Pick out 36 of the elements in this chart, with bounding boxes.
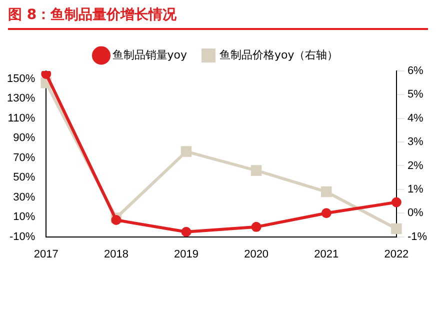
legend-label: 鱼制品销量yoy bbox=[112, 48, 188, 62]
point bbox=[320, 186, 332, 198]
x-tick-label: 2021 bbox=[314, 248, 339, 260]
y-tick-label: 70% bbox=[13, 152, 36, 164]
y2-tick-label: 0% bbox=[407, 207, 424, 220]
y2-tick-label: -1% bbox=[407, 230, 428, 243]
y-tick-label: 110% bbox=[8, 112, 36, 124]
chart-title: 图 8：鱼制品量价增长情况 bbox=[8, 6, 428, 30]
y2-tick-label: 5% bbox=[407, 88, 424, 101]
point bbox=[181, 226, 192, 237]
legend-label: 鱼制品价格yoy（右轴） bbox=[220, 48, 338, 62]
y2-tick-label: 6% bbox=[407, 65, 424, 78]
y-tick-label: 30% bbox=[13, 191, 36, 204]
y-tick-label: 130% bbox=[6, 92, 36, 105]
x-tick-label: 2017 bbox=[34, 248, 58, 260]
point bbox=[391, 197, 402, 208]
y-tick-label: 10% bbox=[13, 211, 36, 224]
point bbox=[251, 222, 262, 232]
y-tick-label: 90% bbox=[13, 132, 36, 144]
y2-tick-label: 1% bbox=[407, 183, 424, 196]
point bbox=[180, 146, 192, 157]
point bbox=[41, 71, 52, 79]
y-tick-label: -10% bbox=[9, 230, 36, 243]
point bbox=[391, 223, 402, 234]
y2-tick-label: 2% bbox=[407, 160, 424, 172]
point bbox=[250, 165, 262, 176]
point bbox=[111, 215, 122, 226]
x-tick-label: 2019 bbox=[174, 248, 198, 260]
y2-tick-label: 3% bbox=[407, 136, 424, 148]
y-tick-label: 150% bbox=[6, 72, 36, 85]
y2-tick-label: 4% bbox=[407, 112, 424, 124]
x-tick-label: 2020 bbox=[244, 248, 269, 260]
x-tick-label: 2018 bbox=[104, 248, 128, 260]
point bbox=[321, 208, 332, 218]
x-tick-label: 2022 bbox=[384, 248, 409, 260]
y-tick-label: 50% bbox=[13, 172, 36, 184]
